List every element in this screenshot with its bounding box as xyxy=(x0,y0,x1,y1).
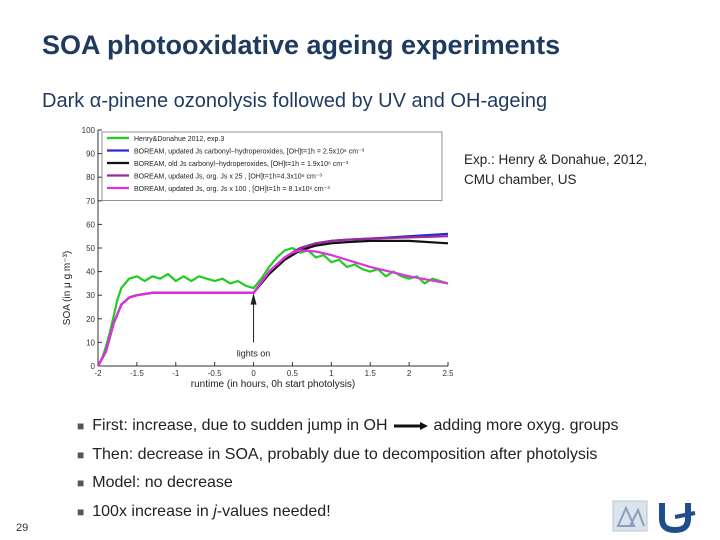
bullet-marker-icon: ■ xyxy=(77,476,85,490)
series-line xyxy=(97,249,449,367)
institute-logo-icon xyxy=(612,500,648,532)
series-line xyxy=(97,235,449,367)
x-tick-label: 1.5 xyxy=(365,369,377,378)
x-axis-label: runtime (in hours, 0h start photolysis) xyxy=(191,379,356,390)
y-tick-label: 40 xyxy=(86,268,95,277)
y-tick-label: 10 xyxy=(86,338,95,347)
bullet-item: ■ First: increase, due to sudden jump in … xyxy=(77,412,619,441)
right-arrow-icon xyxy=(393,421,428,430)
y-axis-label: SOA (in μ g m⁻³) xyxy=(62,251,73,325)
bullet-text-after-arrow: adding more oxyg. groups xyxy=(433,417,619,434)
legend-label: BOREAM, updated Js, org. Js x 100 , [OH]… xyxy=(134,186,330,193)
legend-box xyxy=(101,131,443,201)
bullet-item: ■ Then: decrease in SOA, probably due to … xyxy=(77,441,619,470)
x-tick-label: 0 xyxy=(251,369,256,378)
bullet-text: Then: decrease in SOA, probably due to d… xyxy=(92,445,598,463)
soa-chart: 0 10 20 30 40 50 60 70 80 90 100 -2 -1.5 -1 -0.5 0 0.5 1 1… xyxy=(62,126,453,390)
y-tick-label: 70 xyxy=(86,197,95,206)
annotation-label: lights on xyxy=(237,349,271,359)
bullet-text-italic: j xyxy=(213,502,217,520)
x-tick-label: -2 xyxy=(94,369,102,378)
bullet-text-after-italic: -values needed! xyxy=(216,502,331,520)
slide-title: SOA photooxidative ageing experiments xyxy=(42,30,561,60)
lights-on-arrowhead xyxy=(250,292,257,305)
legend-label: BOREAM, old Js carbonyl−hydroperoxides, … xyxy=(134,161,349,168)
experiment-note: Exp.: Henry & Donahue, 2012, CMU chamber… xyxy=(464,150,647,190)
y-tick-label: 0 xyxy=(91,362,96,371)
bullet-marker-icon: ■ xyxy=(77,504,85,519)
y-tick-label: 80 xyxy=(86,173,95,182)
bullet-item: ■ 100x increase in j-values needed! xyxy=(77,498,619,527)
series-line xyxy=(97,232,449,367)
bullet-text: Model: no decrease xyxy=(92,474,233,491)
series-line xyxy=(97,246,449,367)
university-logo-icon xyxy=(659,503,696,533)
bullet-marker-icon: ■ xyxy=(77,419,85,433)
y-tick-label: 100 xyxy=(82,126,96,135)
y-tick-label: 60 xyxy=(86,220,95,229)
bullet-item: ■ Model: no decrease xyxy=(77,469,619,498)
x-tick-label: 1 xyxy=(329,369,334,378)
x-tick-label: -1 xyxy=(172,369,180,378)
x-tick-label: 2 xyxy=(407,369,412,378)
bullet-marker-icon: ■ xyxy=(77,447,85,462)
bullet-list: ■ First: increase, due to sudden jump in … xyxy=(77,412,619,526)
note-line-2: CMU chamber, US xyxy=(464,172,577,187)
legend-label: BOREAM, updated Js carbonyl−hydroperoxid… xyxy=(134,149,365,156)
y-tick-label: 90 xyxy=(86,150,95,159)
bullet-text: First: increase, due to sudden jump in O… xyxy=(92,417,388,434)
legend-label: Henry&Donahue 2012, exp.3 xyxy=(134,136,224,143)
x-tick-label: -0.5 xyxy=(208,369,222,378)
x-tick-label: -1.5 xyxy=(130,369,144,378)
page-number: 29 xyxy=(16,522,29,534)
note-line-1: Exp.: Henry & Donahue, 2012, xyxy=(464,152,648,167)
y-tick-label: 30 xyxy=(86,291,95,300)
slide-subtitle: Dark α-pinene ozonolysis followed by UV … xyxy=(42,90,548,112)
y-tick-label: 50 xyxy=(86,244,95,253)
x-tick-label: 0.5 xyxy=(287,369,299,378)
x-tick-label: 2.5 xyxy=(442,369,453,378)
y-tick-label: 20 xyxy=(86,315,95,324)
series-line xyxy=(97,239,449,367)
legend-label: BOREAM, updated Js, org. Js x 25 , [OH]t… xyxy=(134,174,323,181)
bullet-text: 100x increase in xyxy=(92,502,214,520)
